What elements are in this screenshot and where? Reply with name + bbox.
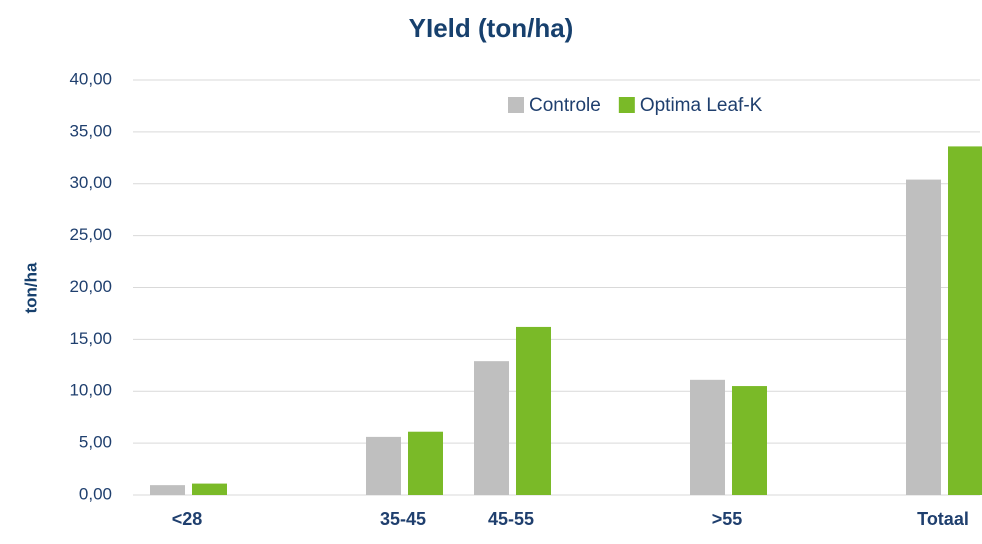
y-tick-label: 10,00 [69, 381, 112, 400]
bar [474, 361, 509, 495]
bar [408, 431, 443, 495]
y-tick-label: 15,00 [69, 329, 112, 348]
x-tick-label: 35-45 [380, 509, 426, 529]
y-tick-label: 35,00 [69, 121, 112, 140]
bar [690, 379, 725, 495]
x-tick-label: Totaal [917, 509, 969, 529]
chart-title: YIeld (ton/ha) [409, 13, 574, 43]
bar [948, 146, 982, 495]
bar [366, 436, 401, 495]
legend-label: Optima Leaf-K [640, 95, 763, 116]
legend-swatch [618, 97, 635, 113]
y-tick-label: 5,00 [79, 433, 112, 452]
y-axis-label: ton/ha [21, 262, 40, 314]
y-tick-label: 25,00 [69, 225, 112, 244]
x-tick-label: >55 [712, 509, 743, 529]
bar [150, 485, 185, 495]
bar [906, 179, 941, 495]
x-tick-label: 45-55 [488, 509, 534, 529]
bar [192, 483, 227, 495]
legend-label: Controle [529, 95, 601, 116]
x-tick-label: <28 [172, 509, 203, 529]
bar [732, 386, 767, 495]
y-tick-label: 30,00 [69, 173, 112, 192]
y-tick-label: 40,00 [69, 69, 112, 88]
legend-swatch [508, 97, 524, 113]
bar [516, 326, 551, 495]
y-tick-label: 20,00 [69, 277, 112, 296]
y-tick-label: 0,00 [79, 484, 112, 503]
